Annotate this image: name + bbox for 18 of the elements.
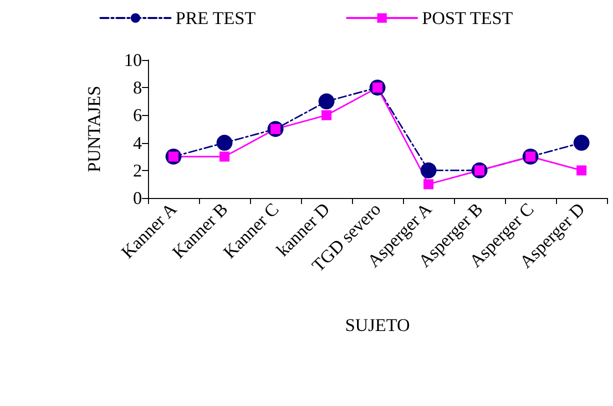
y-axis-title: PUNTAJES	[84, 86, 104, 172]
point	[318, 93, 334, 110]
point	[576, 165, 586, 176]
point	[574, 134, 590, 151]
legend-label: POST TEST	[422, 8, 513, 28]
point	[420, 162, 436, 178]
y-tick-label: 2	[133, 160, 142, 180]
point	[220, 152, 230, 162]
y-tick-label: 0	[133, 188, 142, 208]
y-tick-label: 6	[133, 105, 142, 126]
y-tick-label: 8	[133, 78, 142, 98]
point	[424, 179, 434, 190]
point	[322, 110, 332, 120]
y-tick-label: 4	[133, 132, 142, 153]
x-axis-title: SUJETO	[345, 315, 410, 335]
y-tick-label: 10	[124, 50, 142, 70]
point	[216, 134, 232, 151]
legend-label: PRE TEST	[175, 8, 256, 28]
